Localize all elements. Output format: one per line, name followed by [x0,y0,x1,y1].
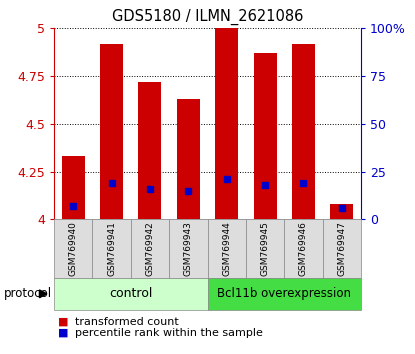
Bar [215,28,238,219]
Text: GSM769947: GSM769947 [337,221,347,276]
Text: Bcl11b overexpression: Bcl11b overexpression [217,287,351,300]
Text: transformed count: transformed count [75,317,178,327]
Text: ■: ■ [58,328,68,338]
Text: GSM769940: GSM769940 [68,221,78,276]
Text: GSM769944: GSM769944 [222,221,231,276]
Text: percentile rank within the sample: percentile rank within the sample [75,328,263,338]
Text: GSM769941: GSM769941 [107,221,116,276]
Bar [139,82,161,219]
Text: GSM769942: GSM769942 [145,221,154,276]
Text: GSM769945: GSM769945 [261,221,270,276]
Text: GSM769946: GSM769946 [299,221,308,276]
Text: GSM769943: GSM769943 [184,221,193,276]
Text: protocol: protocol [4,287,52,300]
Text: ■: ■ [58,317,68,327]
Text: GDS5180 / ILMN_2621086: GDS5180 / ILMN_2621086 [112,9,303,25]
Bar [177,99,200,219]
Bar [62,156,85,219]
Bar [100,44,123,219]
Text: control: control [109,287,152,300]
Bar [330,204,354,219]
Bar [254,53,276,219]
Bar [292,44,315,219]
